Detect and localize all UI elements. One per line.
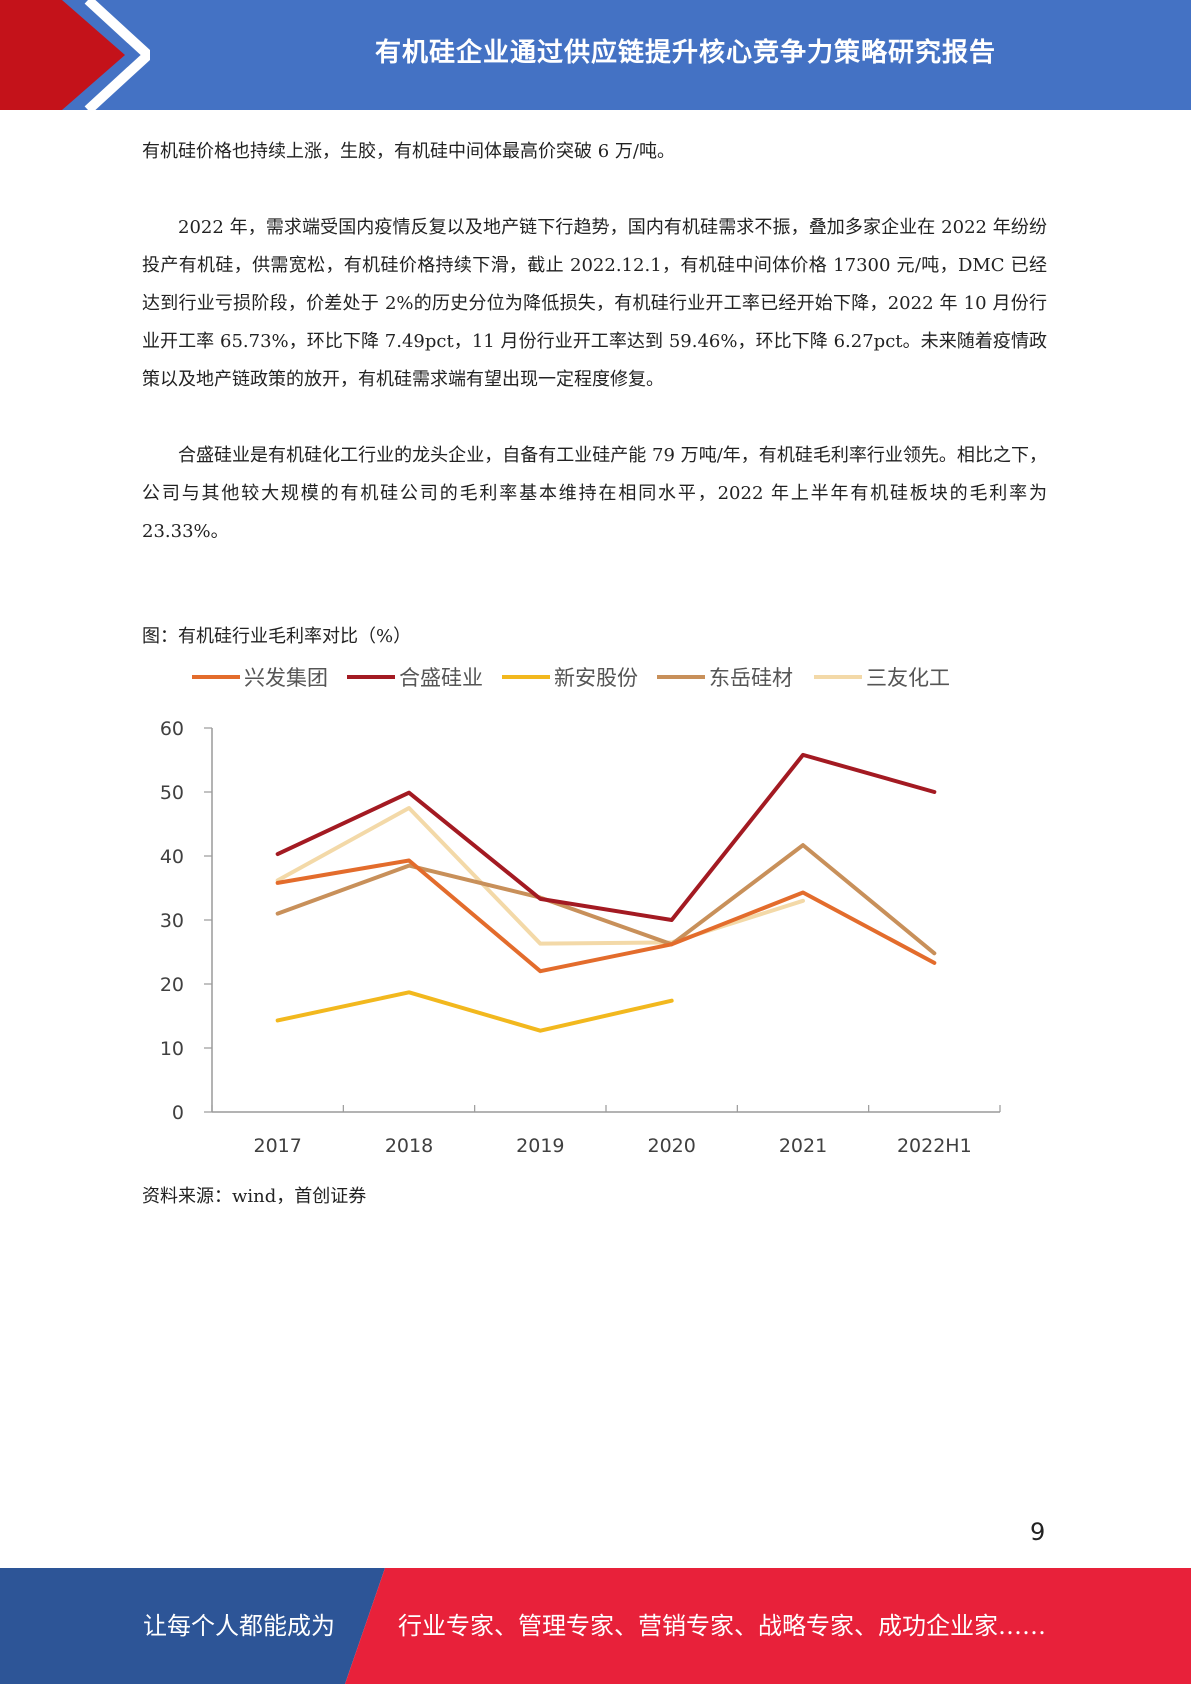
- y-tick-label: 20: [160, 974, 184, 996]
- x-tick-label: 2022H1: [897, 1135, 972, 1157]
- legend-label: 三友化工: [866, 666, 950, 690]
- paragraph-1: 有机硅价格也持续上涨，生胶，有机硅中间体最高价突破 6 万/吨。: [142, 141, 675, 162]
- page-footer: 让每个人都能成为 行业专家、管理专家、营销专家、战略专家、成功企业家……: [0, 1568, 1191, 1684]
- gross-margin-chart: 0 10 20 30 40 50 60 2017 2018 2019 2020 2021 2022H1 兴…: [142, 655, 1022, 1165]
- series-line-2: [275, 752, 937, 922]
- series-line-4: [275, 843, 937, 956]
- y-tick-label: 40: [160, 846, 184, 868]
- y-tick-label: 10: [160, 1038, 184, 1060]
- x-tick-label: 2021: [779, 1135, 827, 1157]
- figure-source: 资料来源：wind，首创证券: [142, 1186, 367, 1207]
- legend-label: 兴发集团: [244, 666, 328, 690]
- series-line-1: [275, 858, 937, 974]
- report-body: 有机硅价格也持续上涨，生胶，有机硅中间体最高价突破 6 万/吨。 2022 年，…: [142, 133, 1047, 551]
- footer-background: [0, 1568, 1191, 1684]
- y-tick-label: 60: [160, 718, 184, 740]
- series-line-3: [275, 990, 674, 1033]
- footer-slogan-left: 让每个人都能成为: [143, 1612, 335, 1640]
- y-tick-label: 0: [172, 1102, 184, 1124]
- page-title: 有机硅企业通过供应链提升核心竞争力策略研究报告: [374, 37, 996, 68]
- x-tick-label: 2019: [516, 1135, 564, 1157]
- page-header: 有机硅企业通过供应链提升核心竞争力策略研究报告: [0, 0, 1191, 110]
- legend-label: 合盛硅业: [399, 666, 483, 690]
- x-tick-label: 2018: [385, 1135, 433, 1157]
- footer-slogan-right: 行业专家、管理专家、营销专家、战略专家、成功企业家……: [398, 1612, 1046, 1640]
- y-tick-label: 30: [160, 910, 184, 932]
- y-tick-label: 50: [160, 782, 184, 804]
- legend-label: 东岳硅材: [709, 666, 793, 690]
- paragraph-3: 合盛硅业是有机硅化工行业的龙头企业，自备有工业硅产能 79 万吨/年，有机硅毛利…: [142, 445, 1047, 542]
- figure-caption: 图：有机硅行业毛利率对比（%）: [142, 626, 412, 647]
- legend-label: 新安股份: [554, 666, 638, 690]
- chart-svg: 0 10 20 30 40 50 60 2017 2018 2019 2020 2021 2022H1 兴…: [160, 666, 1001, 1157]
- paragraph-2: 2022 年，需求端受国内疫情反复以及地产链下行趋势，国内有机硅需求不振，叠加多…: [142, 217, 1047, 390]
- page-number: 9: [1030, 1518, 1046, 1546]
- x-tick-label: 2017: [253, 1135, 301, 1157]
- x-tick-label: 2020: [647, 1135, 695, 1157]
- header-arrow-graphic: [0, 0, 150, 110]
